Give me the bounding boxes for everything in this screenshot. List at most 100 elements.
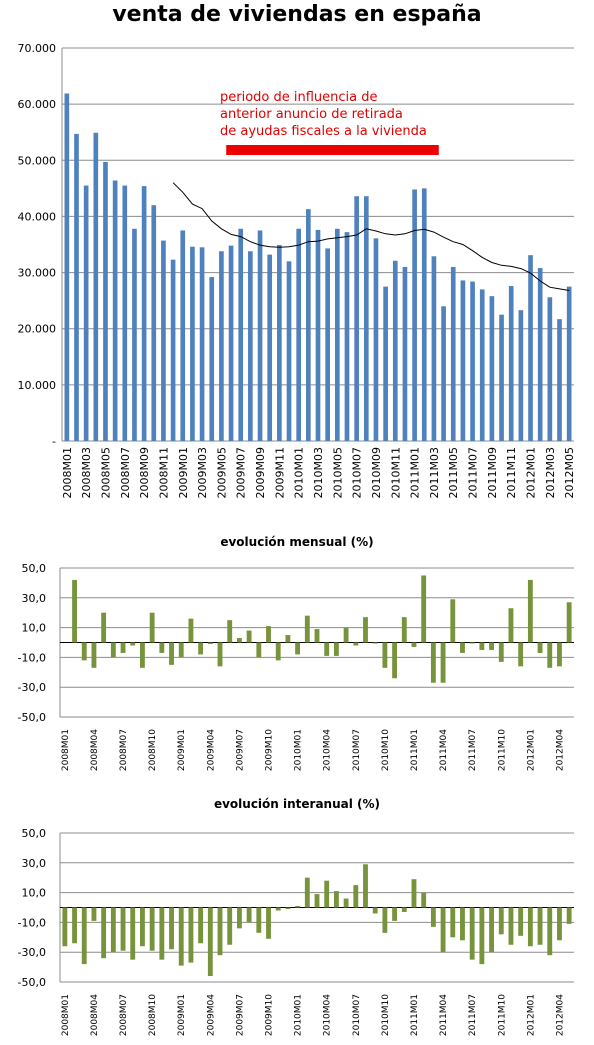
x-tick-label: 2008M03 — [80, 447, 93, 498]
x-tick-label: 2011M01 — [410, 994, 420, 1036]
x-tick-label: 2008M07 — [119, 447, 132, 498]
y-tick-label: 40.000 — [18, 210, 57, 223]
bar — [159, 642, 165, 653]
bar — [236, 638, 242, 643]
bar — [315, 229, 321, 441]
bar — [91, 907, 97, 921]
bar — [557, 907, 562, 941]
bar — [81, 907, 87, 965]
bar — [228, 245, 234, 441]
bar — [411, 879, 417, 908]
x-tick-label: 2011M04 — [439, 994, 449, 1036]
bar — [267, 254, 273, 441]
x-tick-label: 2008M01 — [61, 729, 71, 771]
y-tick-label: 50,0 — [22, 562, 47, 575]
bar — [479, 642, 485, 650]
bar — [383, 286, 388, 441]
bar — [110, 642, 116, 658]
bar — [149, 612, 155, 643]
bar — [285, 907, 291, 909]
bar — [450, 266, 456, 441]
bar — [334, 228, 340, 441]
bar — [401, 617, 407, 643]
x-tick-label: 2010M04 — [323, 994, 333, 1036]
bar — [440, 642, 446, 683]
bar — [498, 907, 504, 935]
x-tick-label: 2012M03 — [544, 447, 557, 498]
bar — [236, 907, 242, 929]
x-tick-label: 2008M11 — [157, 447, 170, 498]
x-tick-label: 2008M07 — [119, 729, 129, 771]
x-tick-label: 2008M10 — [148, 994, 158, 1036]
x-tick-label: 2009M01 — [177, 447, 190, 498]
bar — [392, 260, 398, 441]
x-tick-label: 2012M01 — [526, 729, 536, 771]
bar — [489, 642, 494, 650]
x-tick-label: 2009M04 — [206, 729, 216, 771]
bar — [450, 907, 456, 938]
x-tick-label: 2008M09 — [138, 447, 151, 498]
bar — [246, 907, 252, 923]
bar — [72, 579, 77, 643]
bar — [363, 864, 368, 908]
bar — [469, 907, 475, 960]
bar — [431, 256, 437, 441]
x-tick-label: 2012M04 — [555, 994, 565, 1036]
bar — [256, 642, 262, 658]
bar — [343, 898, 349, 908]
x-tick-label: 2011M07 — [467, 447, 480, 498]
bar — [566, 602, 572, 643]
bar — [295, 906, 301, 908]
x-tick-label: 2009M07 — [235, 994, 245, 1036]
x-tick-label: 2011M04 — [439, 729, 449, 771]
bar — [130, 907, 136, 960]
bar — [188, 618, 194, 643]
monthly-chart-title: evolución mensual (%) — [220, 535, 374, 549]
bar — [537, 268, 543, 441]
x-tick-label: 2009M05 — [215, 447, 228, 498]
bar — [190, 246, 195, 441]
bar — [363, 617, 368, 643]
bar — [528, 255, 533, 441]
bar — [421, 188, 427, 441]
x-tick-label: 2008M04 — [90, 994, 100, 1036]
bar — [296, 228, 302, 441]
bar — [227, 620, 233, 643]
bar — [256, 907, 262, 933]
bar — [93, 132, 99, 442]
bar — [169, 907, 174, 950]
y-tick-label: -10,0 — [18, 651, 46, 664]
x-tick-label: 2011M10 — [497, 994, 507, 1036]
x-tick-label: 2010M09 — [370, 447, 383, 498]
bar — [353, 642, 359, 646]
bar — [122, 185, 128, 441]
bar — [227, 907, 233, 945]
bar — [518, 310, 524, 441]
x-tick-label: 2009M10 — [265, 729, 275, 771]
bar — [518, 907, 524, 936]
bar — [219, 251, 224, 441]
bar — [373, 238, 379, 441]
bar — [430, 907, 436, 927]
y-tick-label: 70.000 — [18, 42, 57, 55]
bar — [392, 907, 398, 921]
page-title: venta de viviendas en españa — [112, 2, 482, 27]
bar — [314, 894, 320, 908]
bar — [547, 907, 553, 956]
x-tick-label: 2011M01 — [409, 447, 422, 498]
x-tick-label: 2008M01 — [61, 447, 74, 498]
bar — [537, 642, 543, 653]
x-tick-label: 2010M05 — [331, 447, 344, 498]
bar — [295, 642, 301, 655]
y-tick-label: 10,0 — [22, 622, 47, 635]
bar — [479, 907, 485, 965]
x-tick-label: 2009M10 — [265, 994, 275, 1036]
bar — [199, 247, 205, 441]
x-tick-label: 2010M10 — [381, 994, 391, 1036]
bar — [411, 642, 417, 647]
bar — [333, 642, 339, 656]
y-tick-label: 10.000 — [18, 379, 57, 392]
bar — [275, 642, 281, 661]
bar — [198, 907, 204, 944]
bar — [566, 907, 572, 924]
